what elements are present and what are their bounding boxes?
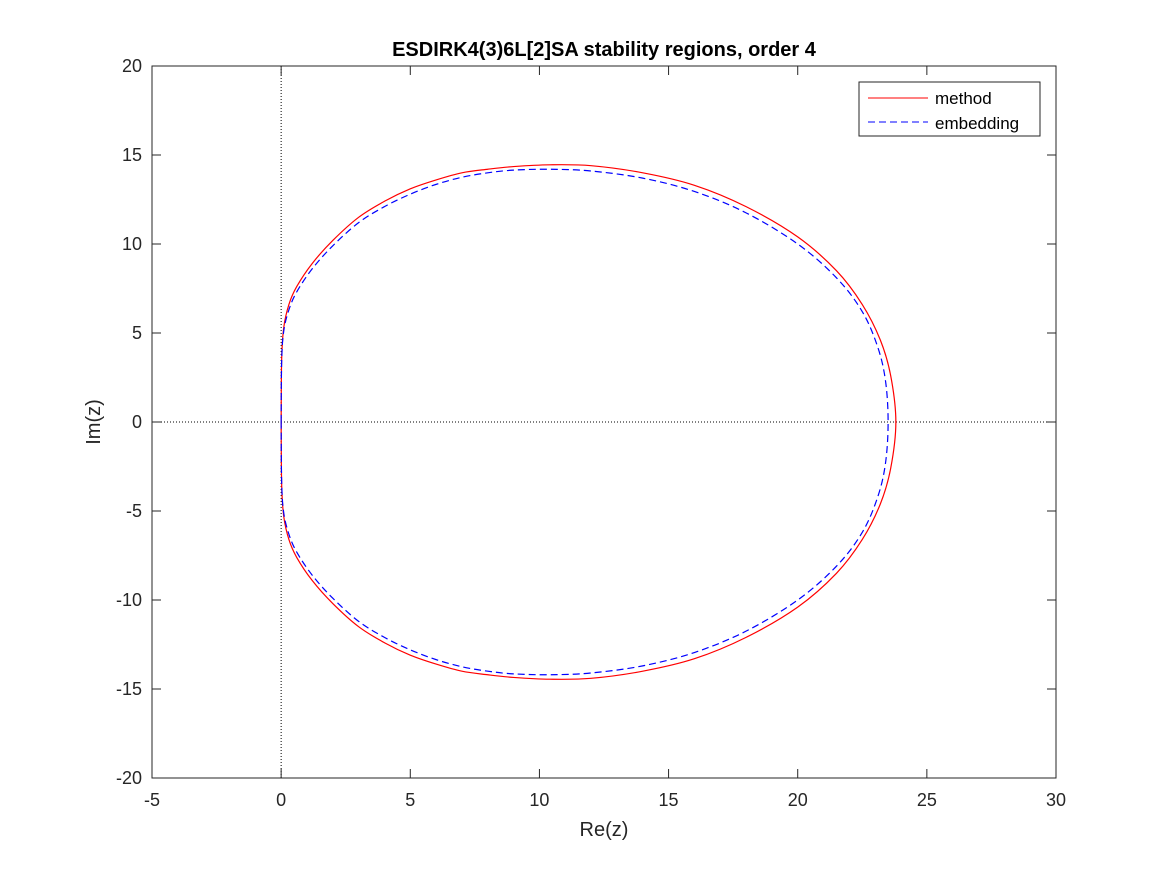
- x-tick-label: 10: [529, 790, 549, 810]
- y-tick-label: 20: [122, 56, 142, 76]
- series-line-embedding: [280, 168, 889, 676]
- legend: method embedding: [858, 81, 1041, 137]
- legend-box: [858, 81, 1041, 137]
- y-tick-label: -20: [116, 768, 142, 788]
- y-tick-label: -10: [116, 590, 142, 610]
- series-layer: [280, 164, 897, 680]
- y-tick-label: 5: [132, 323, 142, 343]
- y-tick-label: 10: [122, 234, 142, 254]
- x-tick-label: 5: [405, 790, 415, 810]
- x-tick-label: 15: [659, 790, 679, 810]
- y-tick-label: -5: [126, 501, 142, 521]
- y-tick-label: 0: [132, 412, 142, 432]
- reference-lines: [152, 66, 1056, 778]
- x-tick-label: -5: [144, 790, 160, 810]
- x-axis-label: Re(z): [580, 819, 629, 841]
- y-axis-label: Im(z): [83, 399, 105, 445]
- series-line-method: [280, 164, 897, 680]
- y-tick-label: 15: [122, 145, 142, 165]
- legend-label-method: method: [935, 89, 992, 108]
- y-tick-label: -15: [116, 679, 142, 699]
- x-tick-label: 0: [276, 790, 286, 810]
- ticks-layer: -5 0 5 10 15 20 25 30 -20 -15 -10 -5 0 5 10 15 20: [116, 56, 1066, 810]
- chart-title: ESDIRK4(3)6L[2]SA stability regions, ord…: [392, 39, 817, 61]
- legend-label-embedding: embedding: [935, 114, 1019, 133]
- x-tick-label: 25: [917, 790, 937, 810]
- x-tick-label: 30: [1046, 790, 1066, 810]
- x-tick-label: 20: [788, 790, 808, 810]
